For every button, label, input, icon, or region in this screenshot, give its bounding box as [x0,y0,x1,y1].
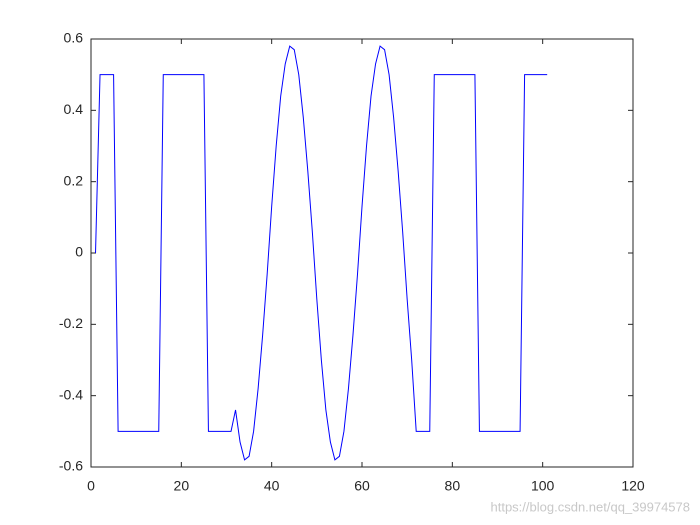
x-tick-label: 100 [531,478,555,494]
y-tick-label: 0.2 [64,172,84,188]
x-tick-label: 40 [264,478,280,494]
y-tick-label: -0.2 [59,315,83,331]
x-tick-label: 80 [445,478,461,494]
watermark: https://blog.csdn.net/qq_39974578 [491,499,691,514]
x-tick-label: 0 [87,478,95,494]
x-tick-label: 60 [354,478,370,494]
axes-box [90,38,634,468]
x-tick-label: 120 [621,478,645,494]
y-tick-label: 0.6 [64,30,84,46]
y-tick-label: -0.4 [59,386,83,402]
y-tick-label: 0 [75,244,83,260]
x-tick-label: 20 [174,478,190,494]
y-tick-label: 0.4 [64,101,84,117]
data-line [95,45,548,461]
y-tick-label: -0.6 [59,458,83,474]
